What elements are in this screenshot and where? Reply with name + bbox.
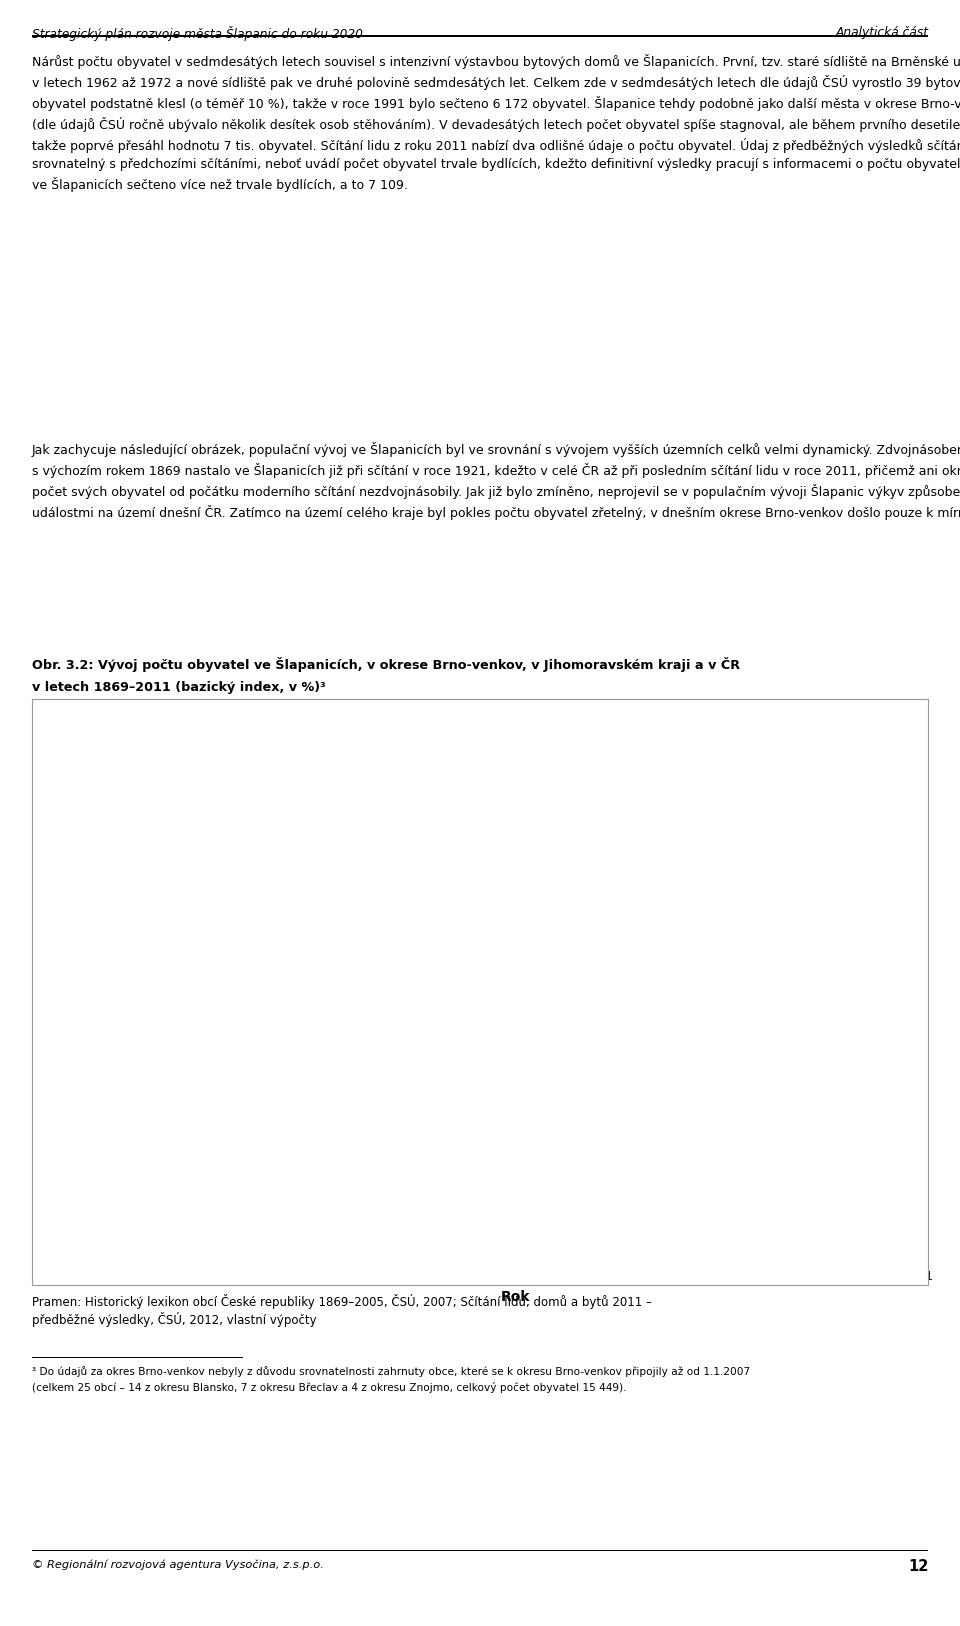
Text: 12: 12 (908, 1559, 928, 1574)
Text: Analytická část: Analytická část (835, 26, 928, 39)
X-axis label: Rok: Rok (501, 1289, 530, 1304)
Y-axis label: Bazický index (rok 1869 = 100, v %): Bazický index (rok 1869 = 100, v %) (49, 880, 61, 1096)
Legend: Šlapanice, Okres Brno-venkov, Jihomoravský kraj, ČR: Šlapanice, Okres Brno-venkov, Jihomoravs… (128, 727, 305, 823)
Text: Strategický plán rozvoje města Šlapanic do roku 2020: Strategický plán rozvoje města Šlapanic … (32, 26, 363, 41)
Text: Nárůst počtu obyvatel v sedmdesátých letech souvisel s intenzivní výstavbou byto: Nárůst počtu obyvatel v sedmdesátých let… (32, 54, 960, 192)
Text: Obr. 3.2: Vývoj počtu obyvatel ve Šlapanicích, v okrese Brno-venkov, v Jihomorav: Obr. 3.2: Vývoj počtu obyvatel ve Šlapan… (32, 657, 739, 672)
Text: předběžné výsledky, ČSÚ, 2012, vlastní výpočty: předběžné výsledky, ČSÚ, 2012, vlastní v… (32, 1312, 316, 1327)
Text: Pramen: Historický lexikon obcí České republiky 1869–2005, ČSÚ, 2007; Sčítání li: Pramen: Historický lexikon obcí České re… (32, 1294, 652, 1309)
Text: © Regionální rozvojová agentura Vysočina, z.s.p.o.: © Regionální rozvojová agentura Vysočina… (32, 1559, 324, 1569)
Text: v letech 1869–2011 (bazický index, v %)³: v letech 1869–2011 (bazický index, v %)³ (32, 681, 325, 694)
Text: ³ Do údajů za okres Brno-venkov nebyly z důvodu srovnatelnosti zahrnuty obce, kt: ³ Do údajů za okres Brno-venkov nebyly z… (32, 1366, 750, 1377)
Text: (celkem 25 obcí – 14 z okresu Blansko, 7 z okresu Břeclav a 4 z okresu Znojmo, c: (celkem 25 obcí – 14 z okresu Blansko, 7… (32, 1382, 626, 1393)
Text: Jak zachycuje následující obrázek, populační vývoj ve Šlapanicích byl ve srovnán: Jak zachycuje následující obrázek, popul… (32, 442, 960, 520)
